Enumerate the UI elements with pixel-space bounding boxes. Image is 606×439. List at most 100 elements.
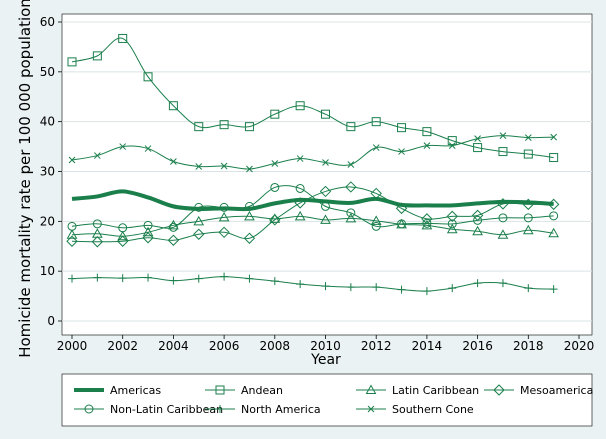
data-point-andean	[194, 122, 204, 132]
series-line-andean	[71, 37, 554, 159]
data-point-southern-cone	[524, 134, 532, 141]
data-point-andean	[447, 136, 457, 146]
legend-item-north-america: North America	[205, 403, 321, 416]
legend-label: North America	[241, 403, 321, 416]
legend-label: Southern Cone	[392, 403, 474, 416]
legend-swatch-marker	[365, 384, 377, 394]
data-point-andean	[422, 127, 432, 137]
data-point-north-america	[498, 279, 507, 288]
data-point-north-america	[473, 279, 482, 288]
series-mesoamerica	[66, 181, 560, 248]
y-axis-label: Homicide mortality rate per 100 000 popu…	[16, 0, 34, 358]
legend-swatch-marker	[367, 405, 375, 413]
data-point-mesoamerica	[345, 181, 357, 193]
data-point-mesoamerica	[319, 185, 332, 198]
y-tick-label: 60	[40, 15, 55, 29]
data-point-mesoamerica	[243, 232, 256, 244]
data-point-north-america	[144, 273, 153, 282]
data-point-non-latin-caribbean	[549, 211, 559, 221]
legend-swatch-marker	[493, 384, 505, 396]
legend-swatch-marker	[215, 385, 225, 395]
data-point-non-latin-caribbean	[244, 201, 254, 211]
data-point-latin-caribbean	[320, 214, 331, 224]
data-point-andean	[397, 123, 407, 133]
data-point-latin-caribbean	[522, 224, 534, 235]
series-line-southern-cone	[71, 135, 554, 170]
series-line-non-latin-caribbean	[71, 185, 554, 229]
data-point-north-america	[220, 272, 229, 281]
data-point-latin-caribbean	[472, 225, 483, 236]
data-point-latin-caribbean	[497, 229, 509, 239]
data-point-north-america	[372, 283, 381, 292]
data-point-southern-cone	[93, 152, 101, 159]
data-point-southern-cone	[372, 144, 380, 151]
data-point-andean	[118, 33, 128, 43]
x-tick-label: 2018	[513, 339, 544, 353]
y-tick-label: 30	[40, 165, 55, 179]
data-point-non-latin-caribbean	[168, 222, 178, 232]
legend-item-non-latin-caribbean: Non-Latin Caribbean	[74, 403, 223, 416]
y-tick-label: 0	[47, 314, 55, 328]
data-point-latin-caribbean	[168, 219, 179, 230]
x-tick-label: 2006	[209, 339, 240, 353]
data-point-latin-caribbean	[218, 211, 230, 222]
data-point-north-america	[549, 285, 558, 294]
data-point-latin-caribbean	[294, 210, 306, 221]
data-point-north-america	[524, 284, 533, 293]
data-point-southern-cone	[220, 162, 228, 170]
data-point-southern-cone	[474, 135, 481, 142]
data-point-southern-cone	[119, 143, 127, 150]
data-point-andean	[244, 122, 254, 132]
data-point-non-latin-caribbean	[397, 219, 407, 229]
data-point-non-latin-caribbean	[523, 213, 533, 223]
data-point-mesoamerica	[91, 236, 104, 248]
data-point-southern-cone	[170, 158, 177, 165]
axes: 0 10 20 30 40 50 60 2000 2002 2004 2006 2008 2010 201…	[40, 15, 595, 353]
data-point-north-america	[118, 274, 127, 283]
data-point-north-america	[194, 274, 203, 283]
data-point-non-latin-caribbean	[473, 215, 483, 225]
series-line-americas	[71, 189, 554, 212]
legend-swatch-marker	[216, 405, 224, 413]
data-point-andean	[270, 109, 280, 119]
data-point-mesoamerica	[193, 228, 205, 240]
legend-box	[61, 373, 593, 427]
data-point-non-latin-caribbean	[295, 183, 305, 193]
data-point-southern-cone	[246, 165, 253, 173]
data-point-non-latin-caribbean	[498, 213, 508, 223]
data-point-mesoamerica	[547, 198, 560, 211]
data-point-southern-cone	[398, 148, 405, 155]
legend-label: Mesoamerica	[520, 384, 593, 397]
data-point-southern-cone	[550, 133, 558, 141]
data-point-non-latin-caribbean	[422, 218, 432, 228]
legend-item-southern-cone: Southern Cone	[356, 403, 474, 416]
x-tick-label: 2016	[462, 339, 493, 353]
data-point-latin-caribbean	[548, 227, 560, 238]
data-point-andean	[473, 143, 483, 153]
data-point-mesoamerica	[142, 232, 154, 244]
data-point-andean	[549, 153, 559, 163]
y-tick-label: 50	[40, 65, 55, 79]
data-point-southern-cone	[68, 156, 76, 164]
data-point-mesoamerica	[66, 235, 78, 247]
legend-item-mesoamerica: Mesoamerica	[484, 384, 593, 397]
series-north-america	[68, 272, 558, 296]
data-point-north-america	[422, 287, 431, 296]
legend-label: Latin Caribbean	[392, 384, 479, 397]
data-point-andean	[523, 149, 533, 159]
data-point-southern-cone	[423, 142, 431, 149]
data-point-mesoamerica	[370, 187, 382, 200]
data-point-latin-caribbean	[345, 212, 357, 223]
x-tick-label: 2010	[310, 339, 341, 353]
data-point-north-america	[448, 284, 457, 293]
data-point-southern-cone	[296, 155, 304, 162]
data-point-andean	[295, 101, 305, 111]
data-point-latin-caribbean	[117, 230, 129, 241]
x-tick-label: 2004	[158, 339, 189, 353]
plot-area	[61, 13, 593, 336]
gridlines	[62, 21, 592, 322]
data-point-non-latin-caribbean	[194, 202, 204, 212]
data-point-non-latin-caribbean	[447, 219, 457, 229]
data-point-north-america	[93, 273, 102, 282]
